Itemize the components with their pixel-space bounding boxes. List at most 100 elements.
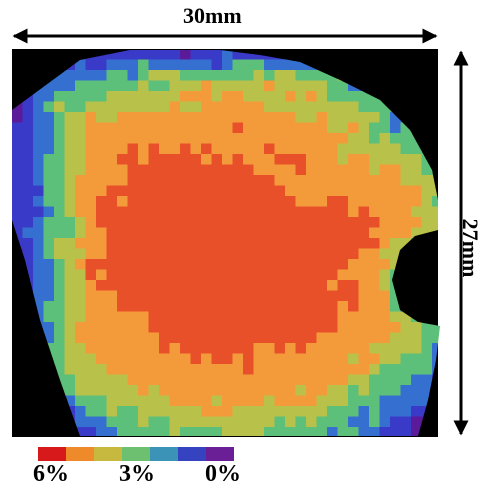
heatmap-cell — [411, 385, 423, 397]
heatmap-cell — [369, 385, 381, 397]
heatmap-cell — [169, 143, 181, 155]
heatmap-cell — [96, 269, 108, 281]
heatmap-cell — [159, 196, 171, 208]
heatmap-cell — [138, 59, 150, 71]
heatmap-cell — [211, 112, 223, 124]
heatmap-cell — [33, 301, 45, 313]
heatmap-cell — [358, 185, 370, 197]
heatmap-cell — [337, 122, 349, 134]
heatmap-cell — [127, 175, 139, 187]
heatmap-cell — [253, 185, 265, 197]
heatmap-cell — [222, 332, 234, 344]
heatmap-cell — [253, 290, 265, 302]
heatmap-cell — [117, 332, 129, 344]
heatmap-cell — [400, 385, 412, 397]
heatmap-cell — [117, 353, 129, 365]
heatmap-cell — [295, 248, 307, 260]
heatmap-cell — [274, 133, 286, 145]
heatmap-cell — [306, 248, 318, 260]
heatmap-cell — [264, 133, 276, 145]
heatmap-cell — [327, 133, 339, 145]
heatmap-cell — [54, 259, 66, 271]
heatmap-cell — [232, 185, 244, 197]
heatmap-cell — [159, 332, 171, 344]
heatmap-cell — [12, 196, 24, 208]
heatmap-cell — [54, 227, 66, 239]
heatmap-cell — [358, 101, 370, 113]
heatmap-cell — [127, 332, 139, 344]
heatmap-cell — [243, 290, 255, 302]
heatmap-cell — [295, 332, 307, 344]
heatmap-cell — [148, 374, 160, 386]
heatmap-cell — [316, 248, 328, 260]
heatmap-cell — [337, 343, 349, 355]
heatmap-cell — [358, 427, 370, 436]
heatmap-cell — [348, 112, 360, 124]
heatmap-cell — [306, 322, 318, 334]
heatmap-cell — [85, 301, 97, 313]
heatmap-cell — [232, 427, 244, 436]
heatmap-cell — [96, 353, 108, 365]
heatmap-cell — [148, 196, 160, 208]
heatmap-cell — [54, 70, 66, 82]
heatmap-cell — [337, 101, 349, 113]
heatmap-cell — [190, 395, 202, 407]
heatmap-cell — [75, 269, 87, 281]
heatmap-cell — [54, 91, 66, 103]
heatmap-cell — [358, 122, 370, 134]
heatmap-cell — [201, 70, 213, 82]
heatmap-cell — [138, 185, 150, 197]
heatmap-cell — [390, 395, 402, 407]
heatmap-cell — [222, 259, 234, 271]
heatmap-cell — [369, 269, 381, 281]
heatmap-cell — [64, 175, 76, 187]
heatmap-cell — [369, 196, 381, 208]
heatmap-cell — [243, 427, 255, 436]
heatmap-cell — [85, 175, 97, 187]
heatmap-cell — [306, 217, 318, 229]
heatmap-cell — [264, 59, 276, 71]
heatmap-cell — [96, 175, 108, 187]
heatmap-cell — [54, 332, 66, 344]
heatmap-cell — [54, 217, 66, 229]
heatmap-cell — [117, 175, 129, 187]
heatmap-cell — [327, 322, 339, 334]
heatmap-cell — [211, 101, 223, 113]
heatmap-cell — [180, 112, 192, 124]
heatmap-cell — [316, 395, 328, 407]
heatmap-cell — [348, 290, 360, 302]
heatmap-cell — [96, 70, 108, 82]
heatmap-cell — [337, 322, 349, 334]
heatmap-cell — [295, 217, 307, 229]
heatmap-cell — [421, 206, 433, 218]
heatmap-cell — [379, 406, 391, 418]
heatmap-cell — [337, 290, 349, 302]
heatmap-cell — [337, 385, 349, 397]
heatmap-cell — [243, 385, 255, 397]
heatmap-cell — [106, 154, 118, 166]
heatmap-cell — [400, 143, 412, 155]
heatmap-cell — [138, 217, 150, 229]
heatmap-cell — [117, 164, 129, 176]
heatmap-cell — [379, 374, 391, 386]
heatmap-cell — [148, 217, 160, 229]
heatmap-cell — [369, 280, 381, 292]
heatmap-cell — [169, 227, 181, 239]
heatmap-cell — [274, 91, 286, 103]
heatmap-cell — [274, 427, 286, 436]
heatmap-cell — [127, 227, 139, 239]
heatmap-cell — [232, 374, 244, 386]
heatmap-cell — [243, 227, 255, 239]
heatmap-cell — [127, 143, 139, 155]
heatmap-cell — [201, 122, 213, 134]
heatmap-cell — [432, 185, 440, 197]
heatmap-cell — [127, 290, 139, 302]
heatmap-cell — [411, 406, 423, 418]
heatmap-cell — [138, 91, 150, 103]
heatmap-cell — [316, 427, 328, 436]
heatmap-cell — [379, 259, 391, 271]
heatmap-cell — [348, 248, 360, 260]
heatmap-cell — [190, 91, 202, 103]
heatmap-cell — [33, 122, 45, 134]
heatmap-cell — [22, 143, 34, 155]
